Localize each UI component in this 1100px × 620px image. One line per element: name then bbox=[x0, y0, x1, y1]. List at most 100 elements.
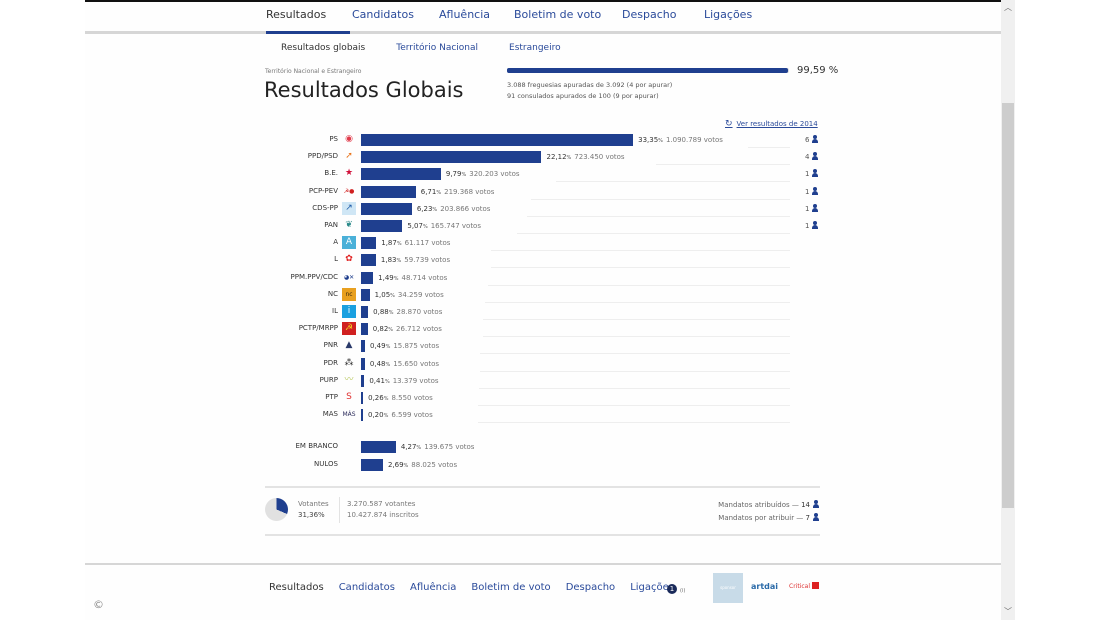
seats-pending-label: Mandatos por atribuir bbox=[718, 514, 795, 522]
result-percent: 0,41 bbox=[369, 376, 385, 385]
sponsor-logo-critical[interactable]: Critical bbox=[789, 582, 819, 590]
result-value: 0,26% 8.550 votos bbox=[368, 394, 433, 402]
result-percent: 0,88 bbox=[373, 308, 389, 316]
result-votes: 34.259 votos bbox=[397, 290, 444, 299]
party-row[interactable]: PTP S 0,26% 8.550 votos bbox=[85, 390, 1001, 407]
result-value: 9,79% 320.203 votos bbox=[446, 170, 520, 178]
party-row[interactable]: PAN ❦ 5,07% 165.747 votos 1 bbox=[85, 218, 1001, 235]
footer-nav: Resultados Candidatos Afluência Boletim de … bbox=[269, 582, 689, 593]
row-divider bbox=[479, 370, 790, 372]
party-row[interactable]: PDR ⁂ 0,48% 15.650 votos bbox=[85, 356, 1001, 373]
seats-assigned-count: 14 bbox=[801, 501, 810, 509]
footer-divider bbox=[85, 563, 1001, 565]
tab-afluência[interactable]: Afluência bbox=[439, 8, 491, 21]
tab-despacho[interactable]: Despacho bbox=[622, 8, 677, 21]
row-divider bbox=[517, 233, 790, 234]
scroll-up-icon[interactable]: ︿ bbox=[1004, 3, 1012, 12]
subtab-resultados-globais[interactable]: Resultados globais bbox=[281, 43, 366, 53]
result-percent: 0,82 bbox=[372, 325, 389, 334]
result-value: 6,23% 203.866 votos bbox=[417, 205, 491, 213]
seats-count: 6 bbox=[805, 135, 819, 144]
footer-link-despacho[interactable]: Despacho bbox=[565, 582, 616, 593]
row-divider bbox=[479, 387, 790, 389]
party-row[interactable]: MAS MÁS 0,20% 6.599 votos bbox=[85, 407, 1001, 424]
result-percent: 5,07 bbox=[407, 222, 423, 230]
percent-symbol: % bbox=[436, 189, 442, 196]
footer-link-afluência[interactable]: Afluência bbox=[410, 582, 457, 593]
result-votes: 8.550 votos bbox=[391, 394, 433, 402]
votantes-count: 3.270.587 votantes bbox=[347, 500, 416, 508]
rtp1-logo-icon[interactable]: 1 bbox=[667, 584, 677, 594]
result-votes: 88.025 votos bbox=[411, 461, 458, 469]
party-row[interactable]: PCP-PEV ☭● 6,71% 219.368 votos 1 bbox=[85, 184, 1001, 201]
party-row[interactable]: PS ◉ 33,35% 1.090.789 votos 6 bbox=[85, 132, 1001, 149]
row-divider bbox=[478, 422, 790, 424]
party-row[interactable]: NC nc 1,05% 34.259 votos bbox=[85, 287, 1001, 304]
progress-fill bbox=[507, 68, 788, 73]
percent-symbol: % bbox=[432, 206, 438, 213]
result-percent: 0,26 bbox=[368, 394, 384, 402]
party-row[interactable]: A A 1,87% 61.117 votos bbox=[85, 235, 1001, 252]
tab-resultados[interactable]: Resultados bbox=[266, 8, 327, 21]
sponsor-logo-artdai[interactable]: artdai bbox=[751, 582, 779, 591]
vertical-scrollbar[interactable]: ︿ ﹀ bbox=[1001, 0, 1015, 620]
percent-symbol: % bbox=[422, 224, 428, 230]
result-votes: 219.368 votos bbox=[444, 187, 495, 196]
tab-boletim-de-voto[interactable]: Boletim de voto bbox=[514, 8, 602, 21]
progress-percent: 99,59 % bbox=[797, 65, 839, 76]
result-bar bbox=[361, 220, 403, 232]
scrollbar-thumb[interactable] bbox=[1002, 103, 1014, 508]
count-status: 3.088 freguesias apuradas de 3.092 (4 po… bbox=[507, 80, 672, 102]
party-row[interactable]: NULOS 2,69% 88.025 votos bbox=[85, 457, 1001, 474]
party-row[interactable]: B.E. ★ 9,79% 320.203 votos 1 bbox=[85, 166, 1001, 183]
percent-symbol: % bbox=[388, 310, 394, 316]
previous-results-link[interactable]: ↻ Ver resultados de 2014 bbox=[725, 119, 818, 129]
result-percent: 1,05 bbox=[374, 290, 391, 299]
party-row[interactable]: L ✿ 1,83% 59.739 votos bbox=[85, 252, 1001, 269]
subtab-estrangeiro[interactable]: Estrangeiro bbox=[509, 43, 561, 53]
result-value: 1,83% 59.739 votos bbox=[381, 256, 450, 264]
footer-link-boletim-de-voto[interactable]: Boletim de voto bbox=[471, 582, 551, 593]
region-label: Território Nacional e Estrangeiro bbox=[265, 68, 362, 75]
result-votes: 6.599 votos bbox=[391, 411, 433, 420]
party-name: PPD/PSD bbox=[307, 152, 338, 161]
party-name: A bbox=[333, 238, 338, 247]
party-row[interactable]: PNR ▲ 0,49% 15.875 votos bbox=[85, 338, 1001, 355]
party-row[interactable]: IL i 0,88% 28.870 votos bbox=[85, 304, 1001, 321]
tab-ligações[interactable]: Ligações bbox=[704, 8, 753, 21]
row-divider bbox=[483, 319, 790, 320]
party-row[interactable]: CDS-PP ↗ 6,23% 203.866 votos 1 bbox=[85, 201, 1001, 218]
party-row[interactable]: PCTP/MRPP ☭ 0,82% 26.712 votos bbox=[85, 321, 1001, 338]
person-icon bbox=[811, 203, 819, 212]
footer-link-ligações[interactable]: Ligações bbox=[630, 582, 674, 593]
result-bar bbox=[361, 237, 377, 250]
party-name: NULOS bbox=[314, 460, 338, 468]
subtab-território-nacional[interactable]: Território Nacional bbox=[396, 43, 479, 53]
result-percent: 1,83 bbox=[380, 256, 397, 265]
party-name: PDR bbox=[323, 358, 338, 367]
party-logo-icon: ❦ bbox=[345, 220, 353, 230]
percent-symbol: % bbox=[658, 138, 663, 144]
result-votes: 15.875 votos bbox=[393, 342, 440, 351]
footer-link-candidatos[interactable]: Candidatos bbox=[338, 582, 396, 593]
result-votes: 1.090.789 votos bbox=[665, 136, 723, 144]
party-row[interactable]: PPD/PSD ➚ 22,12% 723.450 votos 4 bbox=[85, 149, 1001, 166]
footer-link-resultados[interactable]: Resultados bbox=[269, 582, 324, 593]
row-divider bbox=[484, 301, 790, 303]
scroll-down-icon[interactable]: ﹀ bbox=[1004, 607, 1012, 616]
party-row[interactable]: PURP 〰 0,41% 13.379 votos bbox=[85, 373, 1001, 390]
party-logo-icon: ★ bbox=[344, 168, 354, 179]
percent-symbol: % bbox=[385, 361, 391, 368]
party-row[interactable]: EM BRANCO 4,27% 139.675 votos bbox=[85, 439, 1001, 456]
party-row[interactable]: PPM.PPV/CDC ◕✕ 1,49% 48.714 votos bbox=[85, 270, 1001, 287]
result-votes: 26.712 votos bbox=[396, 325, 442, 334]
seats-number: 1 bbox=[805, 187, 810, 196]
consulados-status: 91 consulados apurados de 100 (9 por apu… bbox=[507, 92, 659, 100]
row-divider bbox=[482, 336, 790, 338]
sponsor-logo-1[interactable]: sponsor bbox=[713, 573, 743, 603]
result-value: 4,27% 139.675 votos bbox=[401, 443, 475, 451]
inscritos-count: 10.427.874 inscritos bbox=[347, 511, 419, 519]
row-divider bbox=[526, 215, 790, 217]
seats-assigned-label: Mandatos atribuídos bbox=[718, 501, 790, 509]
tab-candidatos[interactable]: Candidatos bbox=[352, 8, 414, 21]
